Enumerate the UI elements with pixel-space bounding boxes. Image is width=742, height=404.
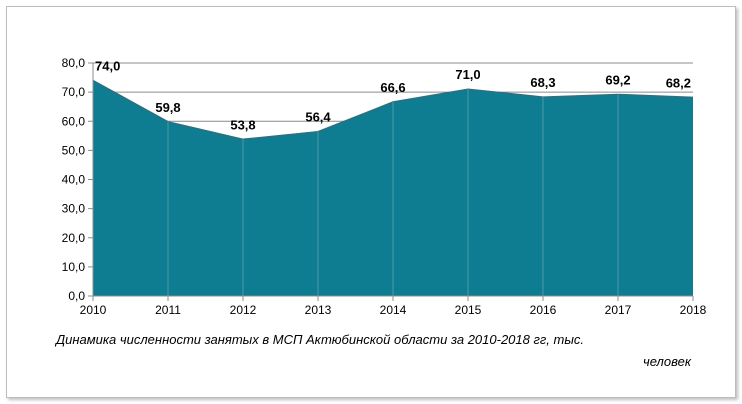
- y-tick-label: 30,0: [62, 202, 86, 216]
- y-tick-label: 40,0: [62, 173, 86, 187]
- y-tick-label: 20,0: [62, 231, 86, 245]
- x-tick-label: 2015: [455, 303, 482, 317]
- data-label: 56,4: [305, 110, 331, 125]
- y-tick-label: 60,0: [62, 114, 86, 128]
- data-label: 66,6: [380, 80, 405, 95]
- x-tick-label: 2014: [380, 303, 407, 317]
- x-tick-label: 2016: [530, 303, 557, 317]
- chart-caption-line1: Динамика численности занятых в МСП Актюб…: [56, 332, 585, 347]
- data-label: 68,2: [666, 75, 691, 90]
- x-tick-label: 2017: [605, 303, 632, 317]
- y-tick-label: 70,0: [62, 85, 86, 99]
- data-label: 53,8: [230, 117, 255, 132]
- y-tick-label: 80,0: [62, 56, 86, 70]
- x-tick-label: 2012: [230, 303, 257, 317]
- y-tick-label: 10,0: [62, 260, 86, 274]
- data-label: 69,2: [605, 72, 630, 87]
- y-tick-label: 0,0: [68, 289, 85, 303]
- y-tick-label: 50,0: [62, 143, 86, 157]
- data-label: 74,0: [95, 58, 120, 73]
- x-tick-label: 2018: [680, 303, 707, 317]
- x-tick-label: 2010: [80, 303, 107, 317]
- area-chart: 0,0 10,0 20,0 30,0 40,0 50,0 60,0 70,0 80,0 2010 2…: [62, 56, 707, 317]
- x-tick-label: 2013: [305, 303, 332, 317]
- chart-caption-line2: человек: [643, 354, 691, 369]
- data-label: 59,8: [155, 100, 180, 115]
- data-label: 71,0: [455, 67, 480, 82]
- chart-frame: 0,0 10,0 20,0 30,0 40,0 50,0 60,0 70,0 80,0 2010 2…: [6, 6, 736, 398]
- data-label: 68,3: [530, 75, 555, 90]
- x-tick-label: 2011: [155, 303, 181, 317]
